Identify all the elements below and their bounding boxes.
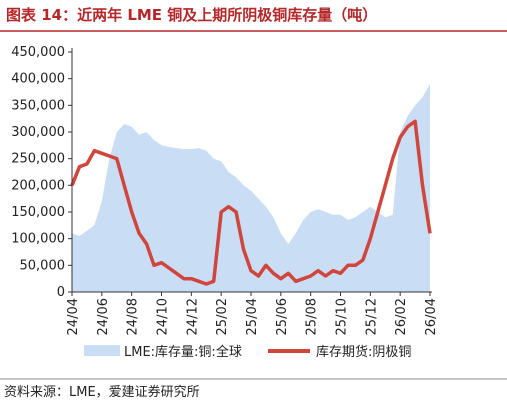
x-tick-label: 24/04	[66, 298, 81, 335]
y-tick-label: 250,000	[11, 152, 65, 167]
y-tick-label: 100,000	[11, 232, 65, 247]
x-tick-label: 24/06	[96, 298, 111, 335]
chart-title: 图表 14：近两年 LME 铜及上期所阴极铜库存量（吨）	[6, 6, 377, 24]
x-tick-label: 24/12	[185, 298, 200, 335]
line	[70, 119, 432, 286]
y-tick-label: 50,000	[20, 258, 66, 273]
x-tick-label: 25/08	[305, 298, 320, 335]
y-tick-label: 300,000	[11, 125, 65, 140]
y-tick-label: 200,000	[11, 178, 65, 193]
x-tick-label: 25/02	[215, 298, 230, 335]
y-tick-label: 400,000	[11, 72, 65, 87]
x-tick-label: 24/10	[156, 298, 171, 335]
y-tick-label: 0	[57, 285, 65, 300]
x-tick-label: 25/04	[245, 298, 260, 335]
y-tick-label: 450,000	[11, 45, 65, 60]
x-tick-label: 25/10	[335, 298, 350, 335]
x-tick-label: 24/08	[126, 298, 141, 335]
legend-label: LME:库存量:铜:全球	[124, 344, 242, 360]
x-tick-label: 26/02	[394, 298, 409, 335]
legend-label: 库存期货:阴极铜	[316, 344, 411, 360]
y-tick-label: 350,000	[11, 98, 65, 113]
x-tick-label: 25/06	[275, 298, 290, 335]
y-tick-label: 150,000	[11, 205, 65, 220]
source-note: 资料来源：LME，爱建证券研究所	[4, 384, 200, 400]
legend-swatch	[84, 345, 120, 356]
x-tick-label: 26/04	[424, 298, 439, 335]
x-tick-label: 25/12	[364, 298, 379, 335]
area	[72, 84, 430, 292]
